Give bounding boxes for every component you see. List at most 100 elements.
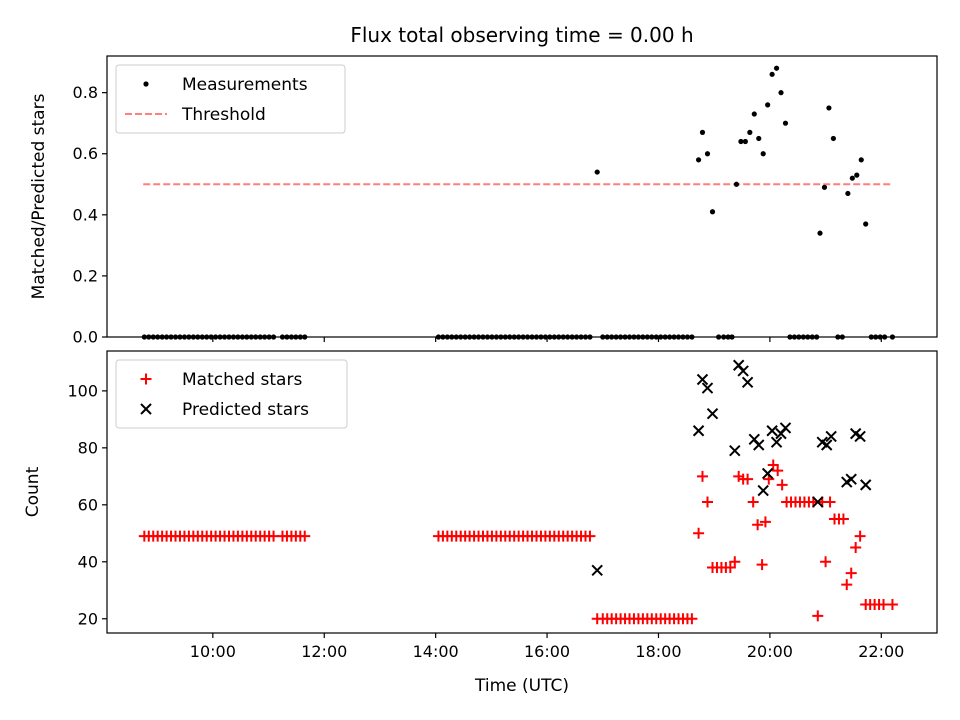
data-point [704,151,711,157]
data-point [821,184,828,190]
data-point [299,530,311,542]
data-point [830,135,836,142]
data-point [859,479,872,491]
data-point [584,530,596,542]
data-point [756,559,768,571]
data-point [709,209,716,215]
legend-marker [140,373,152,385]
legend-marker [143,81,149,87]
y-tick-label: 0.0 [73,328,98,347]
x-tick-label: 22:00 [858,642,904,661]
data-point [591,564,603,577]
data-point [845,473,857,485]
data-point [825,430,837,443]
data-point [701,496,713,508]
y-tick-label: 0.2 [73,266,98,285]
x-tick-label: 20:00 [747,642,793,661]
legend-label: Threshold [181,105,266,125]
x-tick-label: 16:00 [524,642,570,661]
data-point [699,129,706,135]
data-point [820,439,833,451]
data-point [751,111,757,117]
data-point [729,556,741,568]
data-point [854,172,860,178]
data-point [760,151,766,157]
data-point [706,407,719,420]
data-point [756,135,762,142]
data-point [741,376,754,389]
y-tick-label: 20 [78,609,98,628]
data-point [737,365,749,377]
y-tick-label: 0.4 [73,205,98,224]
data-point [778,90,784,96]
x-axis-label: Time (UTC) [474,676,569,696]
data-point [772,465,784,477]
legend-label: Matched stars [182,370,302,390]
data-point [729,444,741,457]
data-point [858,157,864,163]
bottom-panel: 20 40 60 80 100 10:00 12:00 14:00 16:00 18:00 20:0… [23,350,938,696]
legend-label: Predicted stars [182,400,309,420]
data-point [757,484,769,497]
y-tick-label: 40 [78,552,98,571]
axes-frame [106,55,938,338]
legend-label: Measurements [182,75,308,95]
data-point [826,105,832,111]
data-marks [138,359,898,625]
legend-marker [140,403,152,415]
data-point [854,430,866,443]
data-point [693,527,705,539]
data-point [692,425,705,437]
y-tick-label: 60 [78,495,98,514]
series-matched-stars [138,459,898,625]
data-point [817,230,823,236]
data-point [753,439,765,451]
data-point [863,221,869,227]
data-point [701,382,714,394]
data-point [696,373,709,386]
data-point [845,567,857,579]
x-tick-label: 12:00 [301,642,347,661]
data-point [733,181,740,187]
data-point [770,436,783,448]
y-tick-label: 0.8 [73,83,98,102]
data-point [812,496,824,508]
data-point [773,65,780,71]
data-point [761,467,774,480]
data-point [849,175,855,181]
data-point [724,561,736,573]
x-tick-label: 18:00 [635,642,681,661]
data-point [824,496,836,508]
legend-frame [115,359,348,429]
data-point [779,422,792,434]
data-point [776,479,788,491]
data-point [782,120,789,126]
legend-frame [115,64,346,134]
data-point [759,516,771,528]
x-tick-label: 14:00 [413,642,459,661]
data-point [747,129,753,135]
data-point [886,599,898,611]
data-point [742,473,754,485]
data-point [594,169,600,175]
data-point [812,610,824,622]
top-panel: 0.0 0.2 0.4 0.6 0.8 Matched/Predicted stars Me… [29,55,938,347]
data-point [850,542,862,554]
data-point [769,71,775,77]
data-point [742,138,748,145]
x-tick-label: 10:00 [190,642,236,661]
data-point [686,613,698,625]
y-axis-label: Count [23,466,43,517]
y-tick-label: 80 [78,438,98,457]
axes-frame [106,350,938,634]
data-point [820,556,832,568]
data-point [738,138,744,145]
data-point [765,102,771,108]
data-point [766,425,778,437]
data-point [845,190,851,197]
data-point [695,157,702,163]
legend: Matched stars Predicted stars [115,359,348,429]
chart-title: Flux total observing time = 0.00 h [350,23,693,47]
data-point [696,470,708,482]
